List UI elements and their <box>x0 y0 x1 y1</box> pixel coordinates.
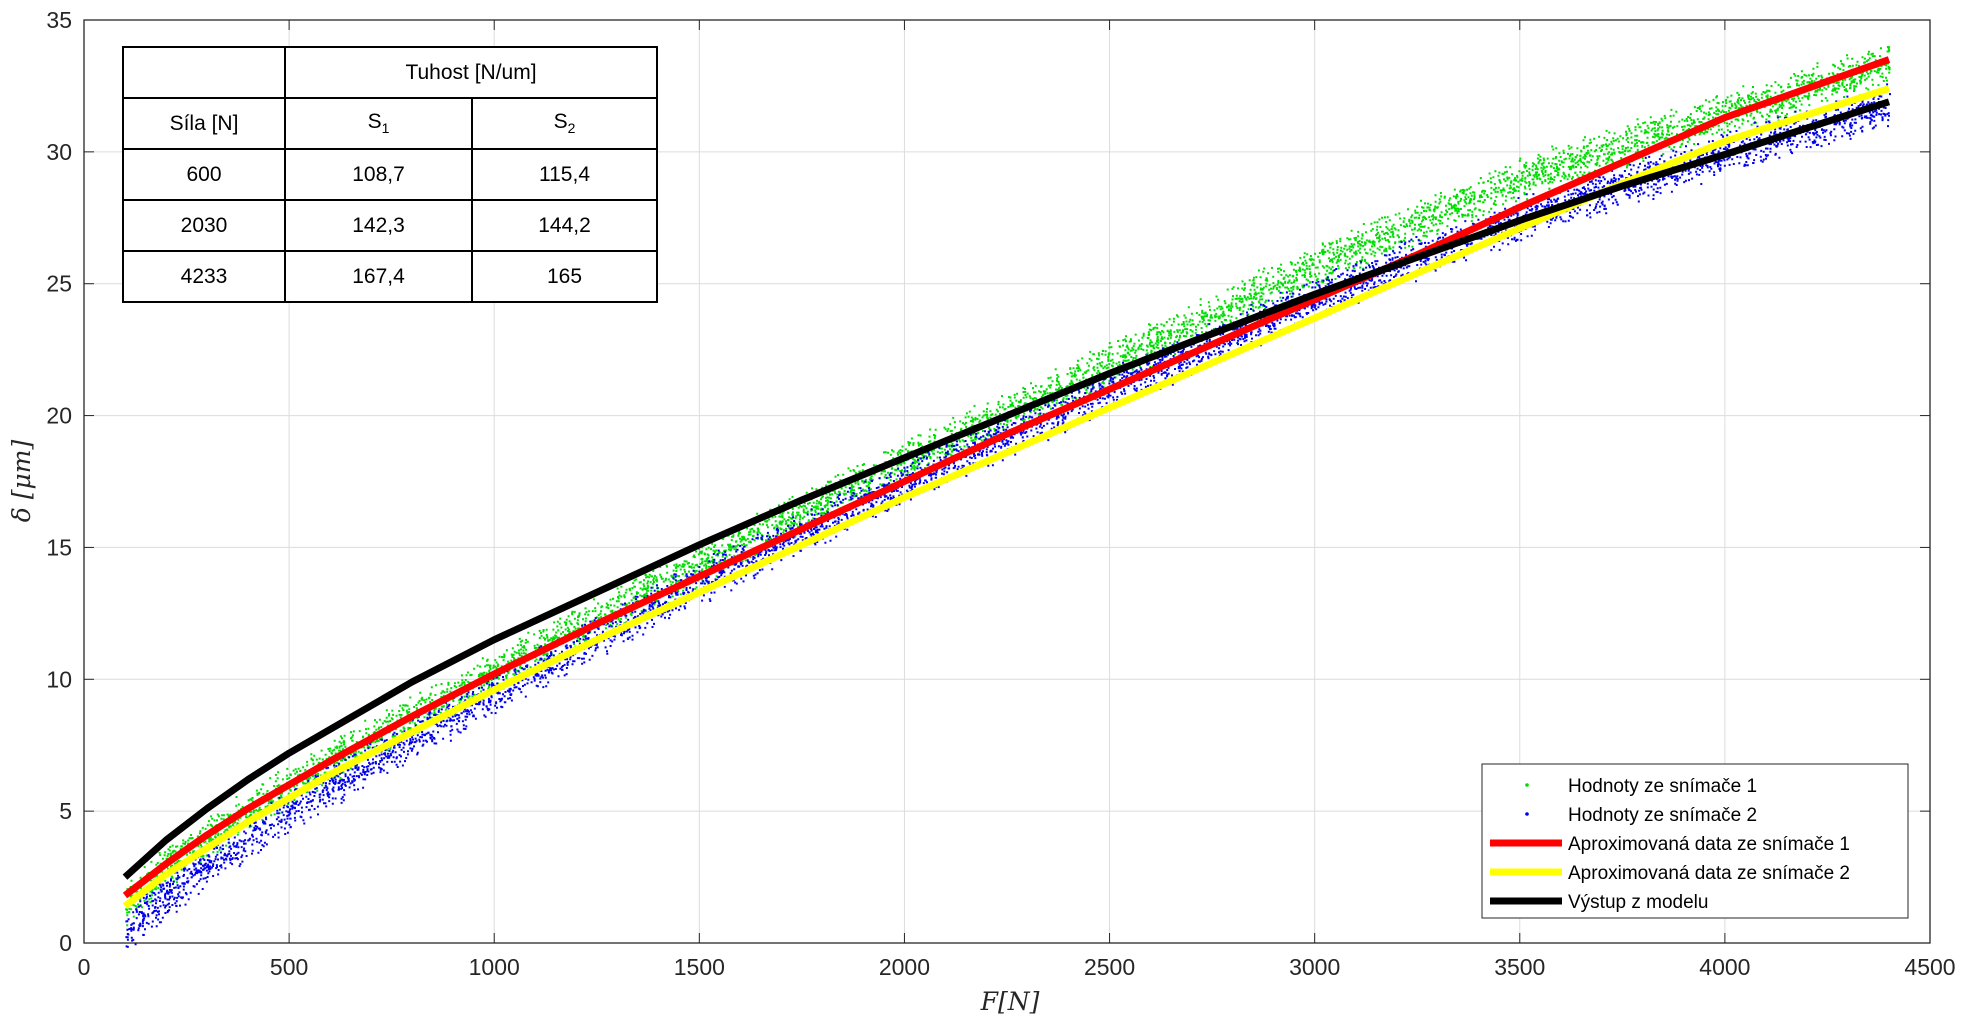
x-tick-label: 3500 <box>1494 954 1545 980</box>
table-header-s1: S1 <box>284 97 473 150</box>
table-cell-force: 2030 <box>122 199 286 252</box>
s2-subscript: 2 <box>567 120 576 137</box>
table-cell-s2: 144,2 <box>471 199 658 252</box>
x-tick-label: 0 <box>78 954 91 980</box>
y-tick-label: 20 <box>46 403 72 429</box>
stiffness-table: Tuhost [N/um] Síla [N] S1 S2 600 108,7 1… <box>122 46 658 303</box>
legend-marker <box>1525 783 1529 787</box>
s2-label: S <box>553 110 568 134</box>
table-header-force: Síla [N] <box>122 97 286 150</box>
y-tick-label: 25 <box>46 271 72 297</box>
table-cell-s2: 115,4 <box>471 148 658 201</box>
table-header-stiffness: Tuhost [N/um] <box>284 46 658 99</box>
y-tick-label: 10 <box>46 666 72 692</box>
y-tick-label: 5 <box>59 798 72 824</box>
x-tick-label: 1500 <box>674 954 725 980</box>
table-cell-force: 4233 <box>122 250 286 303</box>
table-cell-force: 600 <box>122 148 286 201</box>
y-tick-label: 0 <box>59 930 72 956</box>
y-tick-label: 30 <box>46 139 72 165</box>
s1-label: S <box>367 110 382 134</box>
axis-ticks: 0 500 1000 1500 2000 2500 3000 3500 4000 4500 0 5 10… <box>46 7 1955 980</box>
legend: Hodnoty ze snímače 1 Hodnoty ze snímače 2… <box>1481 763 1909 919</box>
x-axis-label: F[N] <box>980 987 1040 1016</box>
legend-label: Výstup z modelu <box>1568 892 1708 913</box>
y-tick-label: 15 <box>46 534 72 560</box>
fit-lines <box>122 56 1891 909</box>
legend-marker <box>1525 812 1529 816</box>
table-subheader-row: Síla [N] S1 S2 <box>122 97 658 150</box>
table-header-s2: S2 <box>471 97 658 150</box>
legend-label: Hodnoty ze snímače 2 <box>1568 805 1757 826</box>
table-header-row: Tuhost [N/um] <box>122 46 658 99</box>
y-tick-label: 35 <box>46 7 72 33</box>
y-axis-label: δ [μm] <box>7 440 36 523</box>
table-cell-s1: 108,7 <box>284 148 473 201</box>
plot-frame <box>83 19 1931 944</box>
legend-label: Aproximovaná data ze snímače 2 <box>1568 863 1850 884</box>
table-empty-cell <box>122 46 286 99</box>
s1-subscript: 1 <box>381 120 390 137</box>
table-row: 600 108,7 115,4 <box>122 148 658 201</box>
table-cell-s1: 167,4 <box>284 250 473 303</box>
x-tick-label: 500 <box>270 954 308 980</box>
series-line-3 <box>122 98 1891 880</box>
x-tick-label: 2500 <box>1084 954 1135 980</box>
x-tick-label: 3000 <box>1289 954 1340 980</box>
table-row: 2030 142,3 144,2 <box>122 199 658 252</box>
grid <box>84 20 1930 943</box>
legend-label: Hodnoty ze snímače 1 <box>1568 776 1757 797</box>
x-tick-label: 4000 <box>1699 954 1750 980</box>
table-row: 4233 167,4 165 <box>122 250 658 303</box>
x-tick-label: 2000 <box>879 954 930 980</box>
x-tick-label: 1000 <box>469 954 520 980</box>
series-line-1 <box>122 56 1891 899</box>
legend-label: Aproximovaná data ze snímače 1 <box>1568 834 1850 855</box>
x-tick-label: 4500 <box>1904 954 1955 980</box>
table-cell-s2: 165 <box>471 250 658 303</box>
table-cell-s1: 142,3 <box>284 199 473 252</box>
